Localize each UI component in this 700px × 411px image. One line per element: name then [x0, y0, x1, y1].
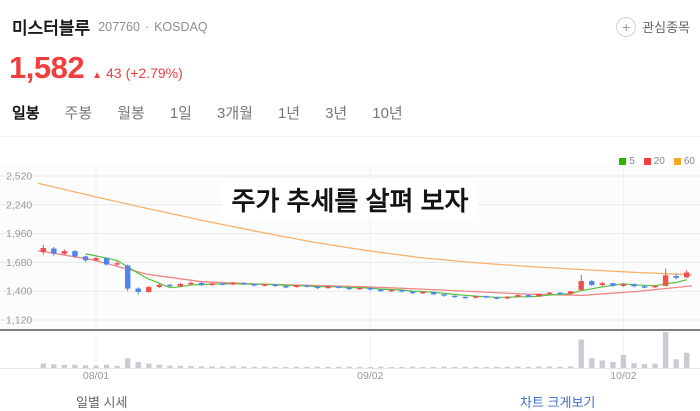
stock-name: 미스터블루 — [12, 19, 91, 38]
svg-text:1,680: 1,680 — [6, 257, 32, 269]
legend-item-5: 5 — [619, 156, 635, 167]
ma-legend: 5 20 60 — [619, 156, 695, 167]
tab-1년[interactable]: 1년 — [278, 102, 300, 123]
chart-caption: 주가 추세를 살펴 보자 — [222, 180, 478, 219]
svg-text:08/01: 08/01 — [83, 370, 109, 382]
legend-item-60: 60 — [673, 156, 695, 167]
separator-dot: · — [144, 19, 150, 34]
tab-3개월[interactable]: 3개월 — [217, 102, 253, 123]
svg-text:1,400: 1,400 — [6, 286, 32, 298]
current-price: 1,582 — [9, 50, 85, 85]
price-row: 1,582 ▲ 43 (+2.79%) — [9, 50, 183, 86]
watchlist-label: 관심종목 — [642, 20, 690, 35]
footer-link[interactable]: 차트 크게보기 — [520, 392, 595, 411]
svg-text:1,120: 1,120 — [6, 315, 32, 327]
tab-월봉[interactable]: 월봉 — [117, 102, 145, 123]
add-watchlist-button[interactable]: + 관심종목 — [616, 16, 690, 37]
stock-header: 미스터블루 207760 · KOSDAQ + 관심종목 — [12, 14, 690, 39]
tab-1일[interactable]: 1일 — [170, 102, 192, 123]
up-arrow-icon: ▲ — [92, 70, 102, 81]
tab-3년[interactable]: 3년 — [325, 102, 347, 123]
change-percent: (+2.79%) — [125, 65, 183, 81]
tab-10년[interactable]: 10년 — [372, 102, 403, 123]
svg-text:10/02: 10/02 — [610, 370, 636, 382]
tab-일봉[interactable]: 일봉 — [12, 102, 40, 123]
period-tabs: 일봉 주봉 월봉 1일 3개월 1년 3년 10년 — [0, 102, 700, 137]
footer-left-text: 일별 시세 — [76, 395, 128, 410]
market-label: KOSDAQ — [154, 19, 208, 34]
tab-주봉[interactable]: 주봉 — [65, 102, 93, 123]
stock-code: 207760 — [98, 19, 140, 34]
plus-icon: + — [616, 16, 637, 37]
stock-detail-page: { "header": { "stock_name": "미스터블루", "st… — [0, 14, 700, 410]
svg-text:1,960: 1,960 — [6, 228, 32, 240]
change-value: 43 — [105, 65, 122, 81]
svg-text:2,520: 2,520 — [6, 171, 32, 183]
price-change: ▲ 43 (+2.79%) — [92, 65, 183, 86]
stock-meta: 207760 · KOSDAQ — [98, 20, 207, 34]
svg-text:09/02: 09/02 — [357, 370, 383, 382]
svg-text:2,240: 2,240 — [6, 199, 32, 211]
legend-item-20: 20 — [643, 156, 665, 167]
